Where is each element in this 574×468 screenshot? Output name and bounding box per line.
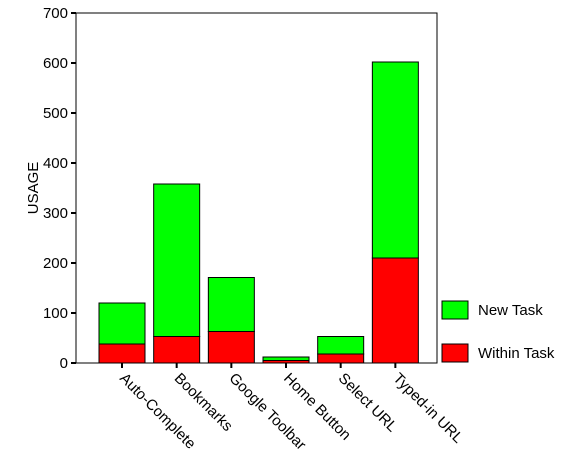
legend: New Task Within Task bbox=[441, 300, 555, 363]
bar-segment-new-task bbox=[262, 356, 310, 361]
bars-group bbox=[98, 61, 419, 364]
legend-label: Within Task bbox=[478, 345, 555, 362]
y-tick-label: 200 bbox=[43, 255, 68, 272]
bar-segment-new-task bbox=[207, 277, 255, 332]
y-tick-label: 600 bbox=[43, 55, 68, 72]
bar-segment-within-task bbox=[98, 343, 146, 364]
bar-segment-within-task bbox=[371, 257, 419, 364]
bar-segment-within-task bbox=[153, 336, 201, 364]
legend-label: New Task bbox=[478, 302, 543, 319]
y-tick-label: 0 bbox=[60, 355, 68, 372]
bar-segment-new-task bbox=[98, 302, 146, 345]
bar-segment-within-task bbox=[317, 353, 365, 364]
y-axis: 0 100 200 300 400 500 600 700 bbox=[43, 5, 76, 372]
bar-segment-new-task bbox=[153, 183, 201, 337]
y-tick-label: 300 bbox=[43, 205, 68, 222]
x-tick-label: Typed-in URL bbox=[390, 370, 467, 447]
y-tick-label: 100 bbox=[43, 305, 68, 322]
y-tick-label: 400 bbox=[43, 155, 68, 172]
y-axis-title: USAGE bbox=[25, 162, 42, 215]
bar-segment-new-task bbox=[317, 336, 365, 355]
y-tick-label: 700 bbox=[43, 5, 68, 22]
bar-segment-new-task bbox=[371, 61, 419, 259]
legend-swatch bbox=[441, 343, 469, 363]
y-tick-label: 500 bbox=[43, 105, 68, 122]
bar-segment-within-task bbox=[207, 331, 255, 364]
plot-area bbox=[75, 12, 438, 364]
legend-swatch bbox=[441, 300, 469, 320]
